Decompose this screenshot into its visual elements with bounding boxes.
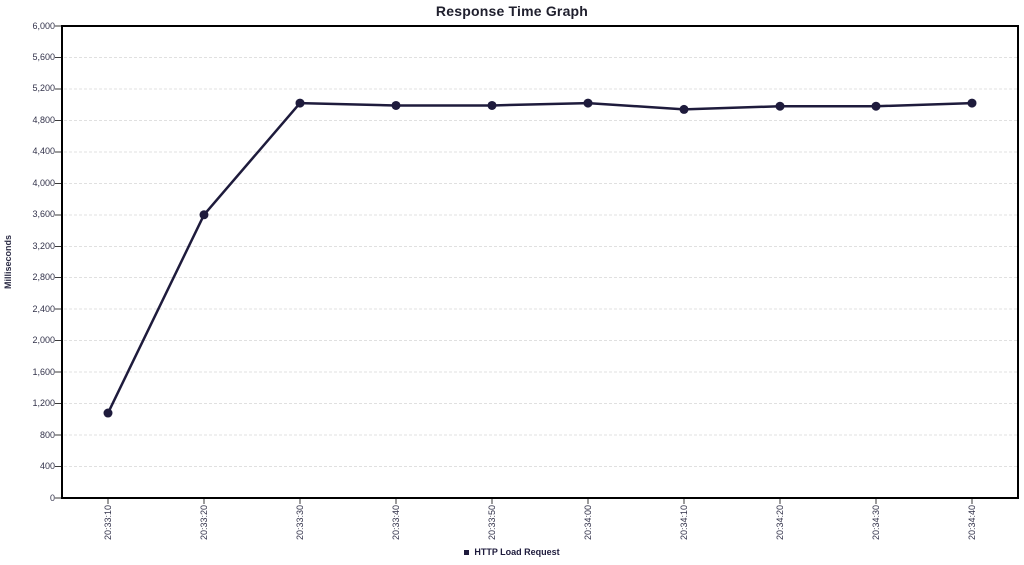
chart-title: Response Time Graph <box>435 3 589 19</box>
legend-label: HTTP Load Request <box>474 547 560 557</box>
y-tick-label: 2,000 <box>32 335 55 346</box>
y-tick-label: 3,600 <box>32 209 55 220</box>
y-tick-label: 3,200 <box>32 240 55 251</box>
x-tick-label: 20:33:20 <box>198 505 209 541</box>
y-tick-label: 2,800 <box>32 272 55 283</box>
x-tick-label: 20:33:50 <box>486 505 497 541</box>
y-tick-label: 6,000 <box>32 20 55 31</box>
y-tick-label: 4,800 <box>32 114 55 125</box>
x-tick-label: 20:34:30 <box>870 505 881 541</box>
legend: HTTP Load Request <box>0 545 1024 559</box>
x-tick-label: 20:34:20 <box>774 505 785 541</box>
y-axis-label: Milliseconds <box>3 235 13 290</box>
y-tick-label: 0 <box>49 492 55 503</box>
y-tick-label: 5,200 <box>32 83 55 94</box>
y-tick-label: 400 <box>39 461 55 472</box>
x-tick-label: 20:34:00 <box>582 505 593 541</box>
y-tick-label: 1,200 <box>32 398 55 409</box>
x-tick-label: 20:34:10 <box>678 505 689 541</box>
x-tick-label: 20:33:10 <box>102 505 113 541</box>
y-tick-label: 4,000 <box>32 177 55 188</box>
x-tick-label: 20:34:40 <box>966 505 977 541</box>
y-tick-label: 800 <box>39 429 55 440</box>
y-tick-label: 5,600 <box>32 51 55 62</box>
y-tick-label: 2,400 <box>32 303 55 314</box>
x-tick-label: 20:33:30 <box>294 505 305 541</box>
x-tick-label: 20:33:40 <box>390 505 401 541</box>
y-tick-label: 1,600 <box>32 366 55 377</box>
y-tick-label: 4,400 <box>32 146 55 157</box>
legend-swatch-icon <box>464 549 470 555</box>
